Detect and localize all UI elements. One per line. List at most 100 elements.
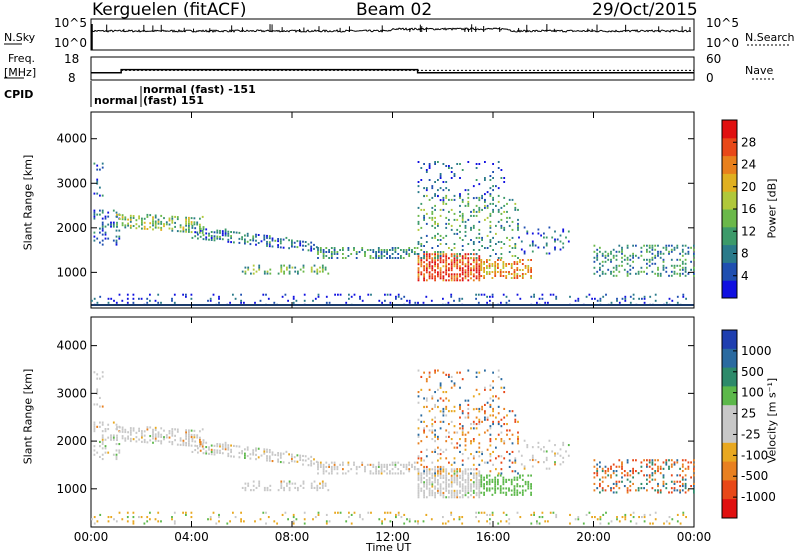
velocity-cell [621,480,623,483]
power-cell [516,261,519,263]
power-cell [599,266,601,269]
power-cell [615,274,618,277]
power-cell [246,240,249,243]
power-cell [577,297,580,300]
velocity-cell [497,487,499,490]
power-cell [93,215,96,218]
power-cell [461,269,464,272]
power-cell [508,271,510,273]
velocity-cell [221,447,224,450]
velocity-cell [266,455,268,458]
velocity-cell [467,485,470,488]
velocity-cell [96,373,99,376]
velocity-cell [545,459,548,462]
power-cell [481,236,483,239]
velocity-cell [461,429,464,432]
velocity-cell [483,493,485,496]
power-cell [681,266,684,269]
power-cell [402,249,405,251]
velocity-cell [293,456,296,459]
power-cell [91,299,93,302]
velocity-cell [330,472,333,475]
power-cell [467,271,470,274]
velocity-cell [185,429,187,432]
power-cell [450,198,453,201]
cpid-label: CPID [4,88,34,101]
power-cell [450,177,453,179]
velocity-cell [188,442,190,445]
velocity-cell [439,485,442,488]
power-cell [533,295,535,298]
velocity-cell [505,480,508,483]
velocity-cell [193,434,196,437]
power-cell [461,263,464,266]
velocity-cell [99,377,101,380]
power-colorbar-segment [722,226,737,246]
velocity-cell [428,476,431,479]
power-cell [445,279,448,282]
power-cell [467,204,470,207]
power-cell [287,299,289,302]
velocity-cell [442,496,445,499]
velocity-colorbar-label: -500 [741,469,768,483]
velocity-cell [478,496,481,499]
power-cell [380,253,383,255]
power-cell [448,275,450,278]
velocity-cell [615,491,618,494]
power-cell [439,269,442,272]
power-cell [216,237,219,240]
velocity-cell [112,436,115,439]
velocity-cell [646,478,648,481]
velocity-cell [425,380,428,383]
power-cell [337,293,339,296]
velocity-cell [510,483,513,486]
velocity-colorbar-segment [722,499,737,519]
power-cell [518,236,520,239]
power-cell [244,272,247,275]
velocity-colorbar-segment [722,330,737,350]
velocity-cell [185,511,187,514]
velocity-cell [154,437,157,440]
power-cell [488,259,491,261]
power-cell [434,222,436,225]
power-cell [146,301,149,304]
velocity-cell [453,481,456,484]
power-cell [480,265,483,267]
velocity-cell [93,425,96,428]
power-cell [492,196,494,199]
power-cell [467,257,470,260]
power-cell [423,218,425,221]
velocity-cell [505,491,508,494]
power-cell [472,253,475,256]
velocity-cell [389,472,391,475]
velocity-cell [442,410,445,413]
velocity-cell [450,442,453,445]
velocity-cell [459,470,461,473]
power-cell [657,244,659,247]
power-cell [486,273,488,275]
velocity-cell [193,436,196,439]
power-cell [505,271,508,273]
velocity-cell [244,482,247,485]
nsearch-label: N.Search [745,31,795,44]
velocity-cell [526,444,529,447]
power-cell [431,206,434,209]
power-cell [304,245,307,247]
power-cell [182,226,185,229]
velocity-cell [513,476,516,479]
velocity-cell [521,485,524,488]
velocity-cell [124,437,127,440]
power-cell [459,196,461,199]
velocity-cell [523,465,526,468]
power-cell [632,293,635,296]
power-cell [271,239,274,242]
velocity-cell [450,511,453,514]
velocity-cell [503,391,506,394]
velocity-cell [448,483,450,486]
power-cell [517,228,519,231]
velocity-cell [599,482,601,485]
velocity-cell [277,489,280,492]
power-cell [121,216,124,219]
power-cell [615,254,618,257]
power-cell [442,196,445,199]
